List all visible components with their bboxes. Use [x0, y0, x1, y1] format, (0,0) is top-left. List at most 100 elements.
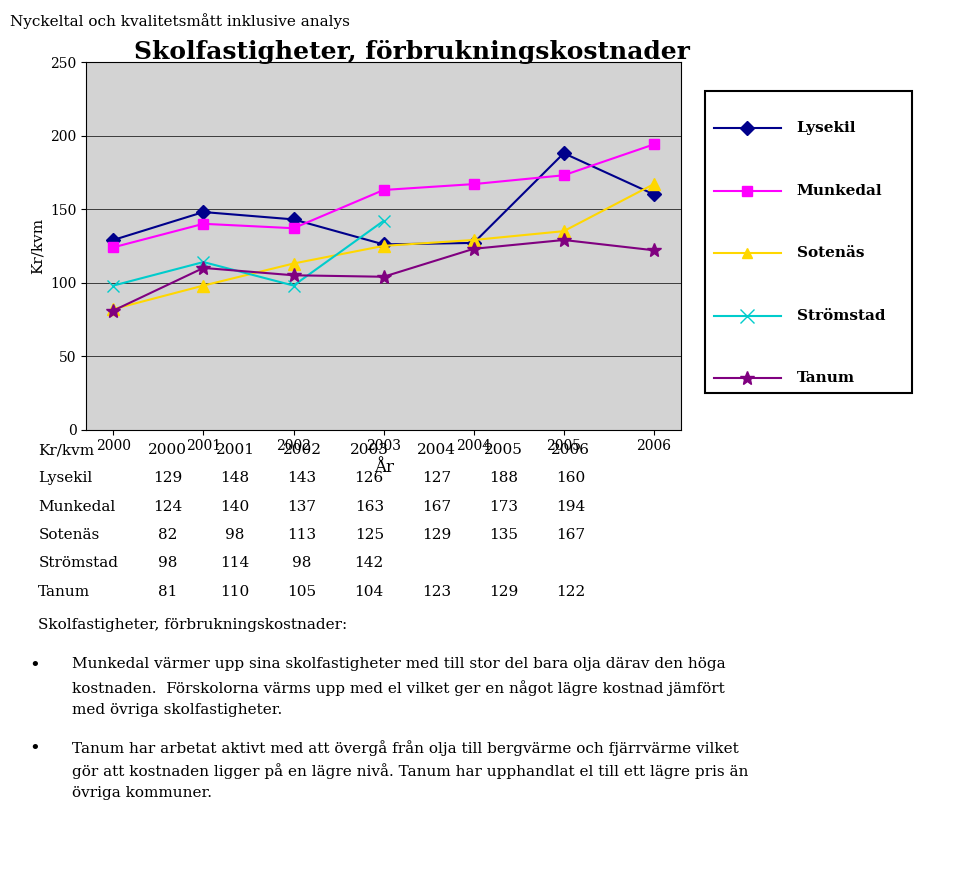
Sotenäs — [288, 258, 299, 268]
Text: Strömstad: Strömstad — [38, 556, 118, 571]
Lysekil — [558, 148, 570, 159]
Text: med övriga skolfastigheter.: med övriga skolfastigheter. — [72, 703, 282, 718]
Tanum — [378, 271, 389, 282]
Strömstad — [198, 257, 209, 268]
Tanum — [468, 244, 480, 254]
Lysekil — [468, 237, 480, 248]
Sotenäs — [468, 235, 480, 245]
Text: 148: 148 — [221, 471, 249, 486]
Text: 167: 167 — [422, 500, 451, 514]
Text: 125: 125 — [355, 528, 384, 542]
Munkedal — [378, 184, 389, 195]
Strömstad — [288, 280, 299, 291]
Text: 98: 98 — [158, 556, 177, 571]
Tanum — [558, 235, 570, 245]
Text: 82: 82 — [158, 528, 177, 542]
Text: 2003: 2003 — [350, 443, 388, 457]
Munkedal — [198, 219, 209, 229]
Line: Sotenäs: Sotenäs — [107, 179, 660, 315]
Lysekil — [648, 189, 660, 199]
Text: Kr/kvm: Kr/kvm — [38, 443, 95, 457]
Text: 126: 126 — [355, 471, 384, 486]
Text: Tanum: Tanum — [38, 585, 90, 599]
Lysekil — [107, 235, 119, 245]
Text: 81: 81 — [158, 585, 177, 599]
Text: Skolfastigheter, förbrukningskostnader:: Skolfastigheter, förbrukningskostnader: — [38, 618, 347, 632]
Sotenäs — [378, 241, 389, 252]
Text: •: • — [29, 740, 39, 758]
Tanum — [288, 270, 299, 281]
Text: övriga kommuner.: övriga kommuner. — [72, 786, 212, 800]
Text: Lysekil: Lysekil — [797, 121, 856, 136]
Text: 127: 127 — [422, 471, 451, 486]
Text: 142: 142 — [355, 556, 384, 571]
Text: 2001: 2001 — [216, 443, 254, 457]
Text: kostnaden.  Förskolorna värms upp med el vilket ger en något lägre kostnad jämfö: kostnaden. Förskolorna värms upp med el … — [72, 680, 725, 696]
Text: 124: 124 — [153, 500, 182, 514]
Strömstad — [378, 215, 389, 226]
Line: Strömstad: Strömstad — [107, 214, 390, 291]
Lysekil — [288, 214, 299, 225]
Tanum — [648, 245, 660, 255]
Text: •: • — [29, 657, 39, 675]
Text: 2006: 2006 — [551, 443, 590, 457]
Munkedal — [648, 139, 660, 150]
Text: 163: 163 — [355, 500, 384, 514]
Text: Lysekil: Lysekil — [38, 471, 93, 486]
Text: 135: 135 — [489, 528, 518, 542]
Text: 143: 143 — [288, 471, 316, 486]
Text: 2002: 2002 — [283, 443, 321, 457]
Text: 129: 129 — [422, 528, 451, 542]
Text: gör att kostnaden ligger på en lägre nivå. Tanum har upphandlat el till ett lägr: gör att kostnaden ligger på en lägre niv… — [72, 763, 748, 779]
Text: Sotenäs: Sotenäs — [797, 246, 864, 260]
Text: 129: 129 — [489, 585, 518, 599]
Text: 105: 105 — [288, 585, 316, 599]
Text: 110: 110 — [221, 585, 249, 599]
Munkedal — [288, 223, 299, 234]
Tanum — [198, 262, 209, 273]
Sotenäs — [558, 226, 570, 237]
Text: Munkedal: Munkedal — [38, 500, 116, 514]
Text: 173: 173 — [489, 500, 518, 514]
Munkedal — [558, 170, 570, 181]
Munkedal — [107, 242, 119, 253]
Text: Strömstad: Strömstad — [797, 308, 885, 323]
Text: 167: 167 — [556, 528, 585, 542]
Text: Sotenäs: Sotenäs — [38, 528, 100, 542]
Line: Tanum: Tanum — [106, 233, 661, 317]
Text: 2004: 2004 — [417, 443, 456, 457]
Text: 2005: 2005 — [484, 443, 523, 457]
Text: Nyckeltal och kvalitetsmått inklusive analys: Nyckeltal och kvalitetsmått inklusive an… — [10, 13, 349, 29]
Text: 122: 122 — [556, 585, 585, 599]
Text: 129: 129 — [153, 471, 182, 486]
Munkedal — [468, 179, 480, 190]
Text: 137: 137 — [288, 500, 316, 514]
FancyBboxPatch shape — [705, 91, 912, 393]
Text: 114: 114 — [221, 556, 249, 571]
X-axis label: År: År — [374, 459, 393, 476]
Y-axis label: Kr/kvm: Kr/kvm — [31, 218, 45, 274]
Text: 188: 188 — [489, 471, 518, 486]
Text: Skolfastigheter, förbrukningskostnader: Skolfastigheter, förbrukningskostnader — [134, 40, 690, 64]
Text: 98: 98 — [292, 556, 312, 571]
Text: 98: 98 — [225, 528, 245, 542]
Sotenäs — [648, 179, 660, 190]
Text: 194: 194 — [556, 500, 585, 514]
Text: 160: 160 — [556, 471, 585, 486]
Strömstad — [107, 280, 119, 291]
Text: 2000: 2000 — [149, 443, 187, 457]
Text: 113: 113 — [288, 528, 316, 542]
Text: 123: 123 — [422, 585, 451, 599]
Sotenäs — [198, 280, 209, 291]
Text: Munkedal: Munkedal — [797, 183, 882, 198]
Line: Munkedal: Munkedal — [108, 139, 659, 253]
Line: Lysekil: Lysekil — [108, 148, 659, 249]
Text: Tanum har arbetat aktivt med att övergå från olja till bergvärme och fjärrvärme : Tanum har arbetat aktivt med att övergå … — [72, 740, 738, 756]
Lysekil — [378, 239, 389, 250]
Tanum — [107, 306, 119, 316]
Sotenäs — [107, 304, 119, 315]
Text: Munkedal värmer upp sina skolfastigheter med till stor del bara olja därav den h: Munkedal värmer upp sina skolfastigheter… — [72, 657, 726, 672]
Text: 140: 140 — [221, 500, 249, 514]
Text: Tanum: Tanum — [797, 371, 854, 385]
Lysekil — [198, 206, 209, 217]
